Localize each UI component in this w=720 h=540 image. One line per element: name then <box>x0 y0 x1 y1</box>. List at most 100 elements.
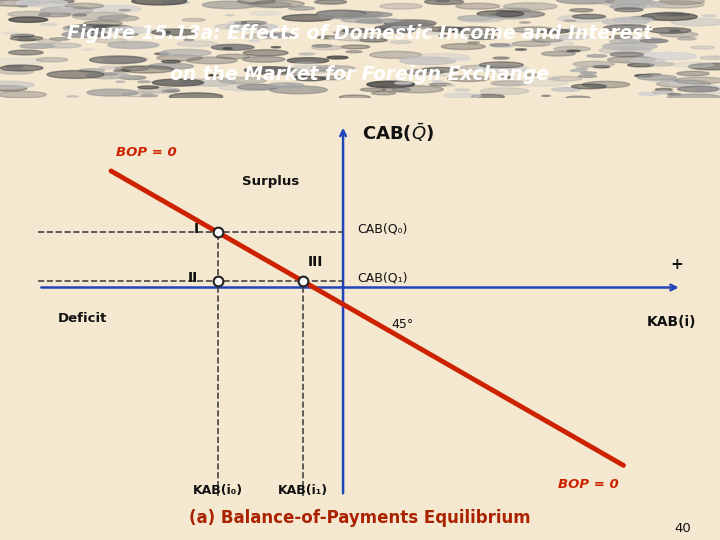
Circle shape <box>36 39 60 43</box>
Circle shape <box>615 1 665 8</box>
Circle shape <box>649 28 691 33</box>
Circle shape <box>367 81 415 87</box>
Circle shape <box>102 73 117 75</box>
Circle shape <box>16 0 68 6</box>
Circle shape <box>516 49 526 50</box>
Circle shape <box>640 52 696 60</box>
Circle shape <box>493 57 509 59</box>
Circle shape <box>287 65 341 73</box>
Circle shape <box>566 96 590 99</box>
Circle shape <box>339 95 370 99</box>
Circle shape <box>162 1 189 4</box>
Circle shape <box>327 56 348 59</box>
Circle shape <box>245 26 267 29</box>
Circle shape <box>252 23 260 24</box>
Circle shape <box>587 55 607 57</box>
Circle shape <box>631 58 665 63</box>
Circle shape <box>73 14 86 16</box>
Circle shape <box>600 0 655 6</box>
Circle shape <box>333 34 384 41</box>
Circle shape <box>691 46 714 49</box>
Circle shape <box>65 3 104 9</box>
Circle shape <box>225 23 278 31</box>
Circle shape <box>84 21 122 26</box>
Circle shape <box>638 92 660 95</box>
Circle shape <box>342 29 372 32</box>
Circle shape <box>582 84 607 87</box>
Circle shape <box>166 90 180 92</box>
Circle shape <box>570 9 593 12</box>
Circle shape <box>115 66 149 71</box>
Circle shape <box>621 37 662 43</box>
Circle shape <box>18 5 27 7</box>
Circle shape <box>677 71 709 76</box>
Circle shape <box>311 68 335 71</box>
Circle shape <box>667 94 720 102</box>
Text: 45°: 45° <box>392 318 414 331</box>
Circle shape <box>615 8 643 12</box>
Circle shape <box>312 90 320 91</box>
Circle shape <box>641 59 649 60</box>
Circle shape <box>448 76 489 82</box>
Circle shape <box>239 21 266 25</box>
Circle shape <box>219 77 266 84</box>
Circle shape <box>108 42 159 49</box>
Circle shape <box>541 51 575 56</box>
Circle shape <box>702 15 716 17</box>
Circle shape <box>552 78 559 79</box>
Circle shape <box>1 32 17 34</box>
Circle shape <box>382 22 434 29</box>
Circle shape <box>271 46 281 48</box>
Circle shape <box>578 75 597 77</box>
Circle shape <box>90 56 145 64</box>
Circle shape <box>155 53 169 55</box>
Circle shape <box>372 92 395 95</box>
Circle shape <box>294 63 319 66</box>
Text: I: I <box>193 222 199 236</box>
Circle shape <box>66 96 78 97</box>
Text: Deficit: Deficit <box>58 312 107 325</box>
Circle shape <box>660 0 705 4</box>
Circle shape <box>567 50 580 52</box>
Circle shape <box>286 85 294 86</box>
Text: (a) Balance-of-Payments Equilibrium: (a) Balance-of-Payments Equilibrium <box>189 509 531 527</box>
Circle shape <box>606 0 652 5</box>
Circle shape <box>619 18 636 21</box>
Text: BOP = 0: BOP = 0 <box>116 146 176 159</box>
Circle shape <box>225 15 234 16</box>
Circle shape <box>256 68 305 75</box>
Circle shape <box>119 76 135 78</box>
Circle shape <box>432 81 443 82</box>
Circle shape <box>318 36 338 39</box>
Circle shape <box>611 52 644 57</box>
Circle shape <box>430 83 451 86</box>
Circle shape <box>512 27 554 33</box>
Circle shape <box>439 75 448 76</box>
Circle shape <box>458 16 503 22</box>
Circle shape <box>21 1 48 4</box>
Circle shape <box>460 65 494 70</box>
Circle shape <box>552 87 580 91</box>
Circle shape <box>700 56 720 59</box>
Circle shape <box>215 24 253 29</box>
Circle shape <box>444 93 481 98</box>
Text: II: II <box>188 271 199 285</box>
Circle shape <box>582 82 630 88</box>
Circle shape <box>40 8 75 13</box>
Circle shape <box>516 70 524 71</box>
Circle shape <box>169 93 222 100</box>
Circle shape <box>554 46 590 51</box>
Circle shape <box>120 9 130 11</box>
Circle shape <box>68 24 121 31</box>
Circle shape <box>480 88 529 94</box>
Circle shape <box>153 79 204 86</box>
Circle shape <box>151 29 197 35</box>
Circle shape <box>367 22 385 24</box>
Circle shape <box>346 51 362 53</box>
Circle shape <box>693 85 720 89</box>
Circle shape <box>11 34 34 37</box>
Circle shape <box>59 7 73 9</box>
Circle shape <box>116 81 125 83</box>
Circle shape <box>47 71 104 78</box>
Circle shape <box>294 76 307 77</box>
